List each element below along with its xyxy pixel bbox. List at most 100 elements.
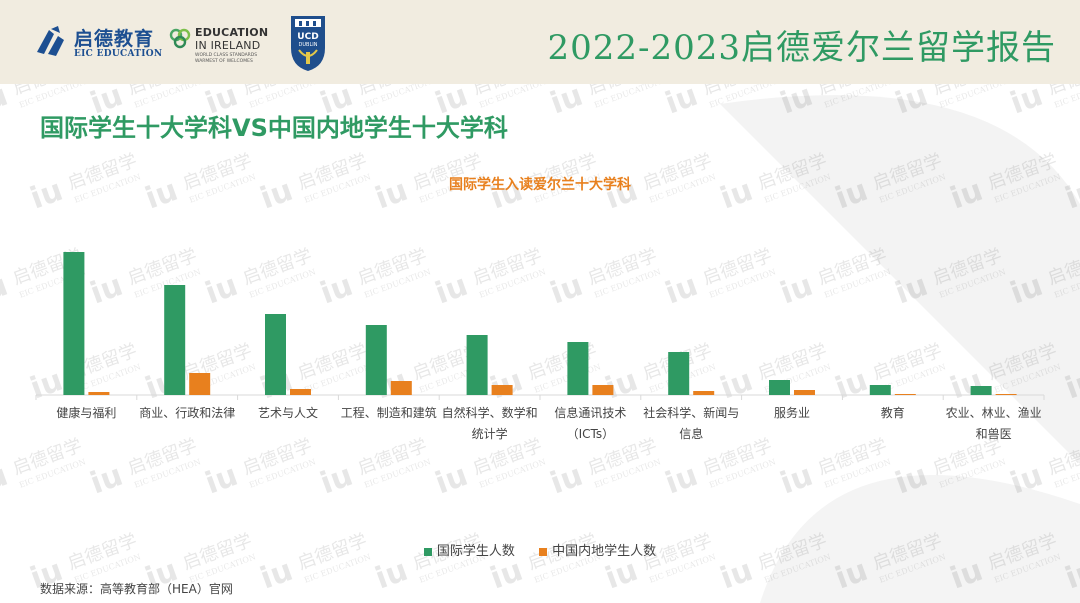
- svg-text:EIC EDUCATION: EIC EDUCATION: [708, 457, 777, 489]
- svg-text:iu: iu: [1006, 458, 1048, 502]
- svg-text:EIC EDUCATION: EIC EDUCATION: [133, 84, 202, 110]
- x-tick-label: 和兽医: [976, 427, 1012, 441]
- slide-title: 国际学生十大学科VS中国内地学生十大学科: [40, 114, 508, 142]
- legend-swatch-international: [423, 547, 432, 556]
- bar-international: [668, 352, 690, 395]
- svg-text:iu: iu: [201, 458, 243, 502]
- x-tick-label: 教育: [881, 405, 905, 420]
- bar-international: [365, 325, 387, 395]
- education-in-ireland-logo: EDUCATION IN IRELAND WORLD CLASS STANDAR…: [168, 24, 278, 68]
- svg-text:iu: iu: [256, 553, 298, 597]
- bar-international: [869, 385, 891, 395]
- svg-text:EIC EDUCATION: EIC EDUCATION: [823, 84, 892, 110]
- svg-text:EIC EDUCATION: EIC EDUCATION: [708, 84, 777, 110]
- svg-text:iu: iu: [371, 553, 413, 597]
- svg-text:启德留学: 启德留学: [815, 84, 890, 99]
- legend-item-international: 国际学生人数: [423, 540, 515, 559]
- svg-text:启德留学: 启德留学: [240, 84, 315, 99]
- bar-mainland-china: [995, 394, 1017, 395]
- bar-mainland-china: [693, 391, 715, 395]
- svg-text:iu: iu: [601, 553, 643, 597]
- legend-label-international: 国际学生人数: [436, 544, 515, 559]
- svg-text:启德留学: 启德留学: [700, 84, 775, 99]
- bar-international: [970, 386, 992, 395]
- x-tick-label: 服务业: [774, 405, 810, 420]
- eii-logo-line2: IN IRELAND: [195, 39, 261, 52]
- svg-text:EIC EDUCATION: EIC EDUCATION: [938, 457, 1007, 489]
- bar-mainland-china: [592, 385, 614, 395]
- bar-mainland-china: [290, 389, 311, 395]
- bar-mainland-china: [88, 392, 110, 395]
- svg-text:EIC EDUCATION: EIC EDUCATION: [133, 457, 202, 489]
- svg-text:iu: iu: [486, 553, 528, 597]
- svg-text:启德留学: 启德留学: [125, 84, 200, 99]
- svg-text:iu: iu: [661, 84, 703, 122]
- x-tick-label: 信息: [679, 426, 703, 441]
- x-tick-label: 信息通讯技术: [554, 405, 626, 420]
- svg-text:iu: iu: [0, 458, 12, 502]
- x-tick-label: 商业、行政和法律: [139, 405, 235, 420]
- shamrock-icon: [169, 28, 191, 49]
- svg-text:iu: iu: [546, 84, 588, 122]
- svg-text:EIC EDUCATION: EIC EDUCATION: [363, 457, 432, 489]
- svg-text:EIC EDUCATION: EIC EDUCATION: [593, 457, 662, 489]
- eic-logo-icon: [37, 26, 64, 56]
- svg-text:EIC EDUCATION: EIC EDUCATION: [478, 457, 547, 489]
- report-title: 2022-2023启德爱尔兰留学报告: [547, 28, 1056, 68]
- svg-text:EIC EDUCATION: EIC EDUCATION: [593, 84, 662, 110]
- svg-text:iu: iu: [831, 553, 873, 597]
- bar-mainland-china: [894, 394, 916, 395]
- bar-international: [466, 335, 488, 395]
- svg-text:iu: iu: [946, 553, 988, 597]
- svg-text:启德留学: 启德留学: [585, 84, 660, 99]
- svg-text:iu: iu: [86, 458, 128, 502]
- svg-text:iu: iu: [431, 458, 473, 502]
- svg-text:iu: iu: [776, 84, 818, 122]
- legend-swatch-mainland-china: [539, 547, 548, 556]
- svg-text:启德留学: 启德留学: [470, 84, 545, 99]
- svg-text:iu: iu: [891, 84, 933, 122]
- bar-international: [265, 314, 286, 395]
- chart-legend: 国际学生人数 中国内地学生人数: [0, 540, 1080, 559]
- x-tick-label: （ICTs）: [567, 427, 615, 441]
- bar-mainland-china: [390, 381, 412, 395]
- x-tick-label: 统计学: [472, 426, 508, 441]
- chart-title: 国际学生入读爱尔兰十大学科: [449, 177, 631, 193]
- bar-international: [769, 380, 790, 395]
- eii-logo-line4: WARMEST OF WELCOMES: [195, 59, 253, 64]
- eii-logo-line3: WORLD CLASS STANDARDS: [195, 53, 258, 58]
- x-tick-label: 自然科学、数学和: [442, 405, 538, 420]
- svg-text:启德留学: 启德留学: [355, 84, 430, 99]
- eic-logo-en: EIC EDUCATION: [74, 49, 163, 59]
- svg-text:EIC EDUCATION: EIC EDUCATION: [823, 457, 892, 489]
- svg-text:iu: iu: [716, 553, 758, 597]
- eii-logo-line1: EDUCATION: [195, 26, 269, 39]
- x-tick-label: 工程、制造和建筑: [341, 405, 437, 420]
- svg-text:EIC EDUCATION: EIC EDUCATION: [18, 457, 87, 489]
- svg-text:iu: iu: [891, 458, 933, 502]
- bar-international: [567, 342, 589, 395]
- x-tick-label: 健康与福利: [56, 405, 116, 420]
- svg-text:EIC EDUCATION: EIC EDUCATION: [1053, 457, 1080, 489]
- eic-logo-cn: 启德教育: [74, 28, 155, 50]
- svg-text:启德留学: 启德留学: [930, 84, 1005, 99]
- svg-text:iu: iu: [1061, 553, 1080, 597]
- x-tick-label: 社会科学、新闻与: [643, 405, 739, 420]
- svg-text:EIC EDUCATION: EIC EDUCATION: [248, 457, 317, 489]
- svg-text:EIC EDUCATION: EIC EDUCATION: [1053, 84, 1080, 110]
- ucd-crest-logo: UCD DUBLIN: [291, 16, 325, 71]
- bar-mainland-china: [794, 390, 815, 395]
- bar-international: [164, 285, 186, 395]
